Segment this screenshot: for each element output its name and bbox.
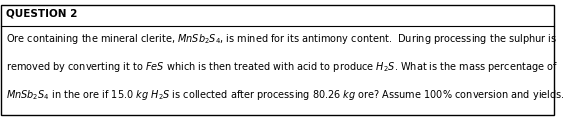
- Text: $MnSb_2S_4$ in the ore if 15.0 $kg$ $H_2S$ is collected after processing 80.26 $: $MnSb_2S_4$ in the ore if 15.0 $kg$ $H_2…: [6, 88, 564, 102]
- Text: Ore containing the mineral clerite, $MnSb_2S_4$, is mined for its antimony conte: Ore containing the mineral clerite, $MnS…: [6, 32, 557, 46]
- Text: removed by converting it to $FeS$ which is then treated with acid to produce $H_: removed by converting it to $FeS$ which …: [6, 60, 558, 74]
- Text: QUESTION 2: QUESTION 2: [6, 8, 77, 18]
- FancyBboxPatch shape: [1, 5, 554, 115]
